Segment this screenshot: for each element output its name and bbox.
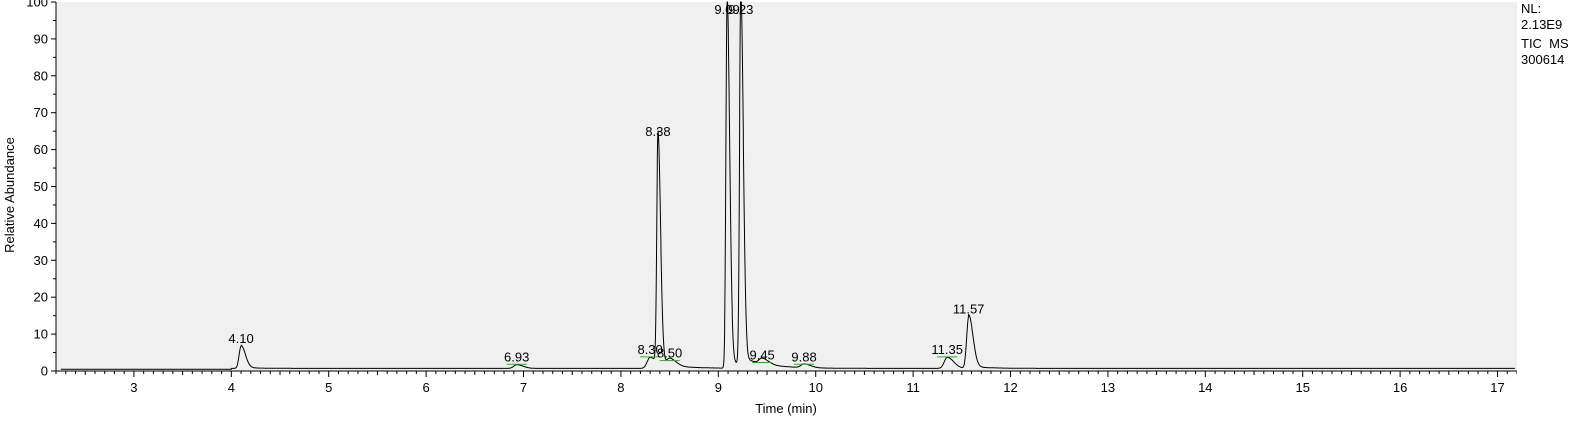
x-tick-label: 5 (325, 380, 332, 395)
y-tick-label: 50 (34, 179, 48, 194)
trace-type: TIC MS (1521, 36, 1569, 51)
peak-label: 9.23 (728, 2, 753, 17)
x-tick-label: 7 (520, 380, 527, 395)
x-tick-label: 17 (1490, 380, 1504, 395)
x-tick-label: 10 (808, 380, 822, 395)
peak-label: 9.45 (749, 347, 774, 362)
x-tick-label: 4 (228, 380, 235, 395)
y-tick-label: 60 (34, 142, 48, 157)
y-tick-label: 90 (34, 31, 48, 46)
y-tick-label: 70 (34, 105, 48, 120)
x-tick-label: 9 (715, 380, 722, 395)
peak-label: 9.88 (791, 349, 816, 364)
x-tick-label: 13 (1101, 380, 1115, 395)
peak-label: 9.09 (714, 2, 739, 17)
trace-layer (60, 1, 1515, 370)
peak-label: 4.10 (228, 331, 253, 346)
x-tick-label: 6 (423, 380, 430, 395)
y-tick-label: 0 (41, 364, 48, 379)
x-tick-label: 8 (617, 380, 624, 395)
nl-value: 2.13E9 (1521, 17, 1563, 32)
peak-label: 11.35 (931, 342, 963, 357)
peak-label: 11.57 (953, 301, 985, 316)
x-tick-label: 14 (1198, 380, 1212, 395)
tic-trace-line (60, 1, 1515, 370)
x-tick-label: 11 (906, 380, 920, 395)
axes: 0 10 20 30 40 50 60 70 80 90 100 3 4 5 6 7 8 9 10 11 12 13 14 1… (26, 0, 1518, 395)
x-tick-label: 3 (130, 380, 137, 395)
x-tick-label: 15 (1295, 380, 1309, 395)
y-tick-label: 20 (34, 290, 48, 305)
peak-labels: 4.10 6.93 8.30 8.38 8.50 9.099.23 9.45 9.88 11.3… (228, 2, 985, 365)
plot-area (56, 2, 1517, 371)
y-tick-label: 80 (34, 68, 48, 83)
x-tick-label: 12 (1003, 380, 1017, 395)
peak-label: 8.38 (645, 124, 670, 139)
x-tick-label: 16 (1393, 380, 1407, 395)
y-tick-label: 40 (34, 216, 48, 231)
peak-label: 6.93 (504, 349, 529, 364)
x-axis-label: Time (min) (755, 401, 817, 416)
y-tick-label: 10 (34, 327, 48, 342)
nl-label: NL: (1521, 1, 1542, 16)
peak-label: 8.30 (637, 342, 662, 357)
y-tick-label: 30 (34, 253, 48, 268)
y-axis-label: Relative Abundance (2, 137, 17, 253)
peak-label: 8.50 (657, 346, 682, 361)
chart-svg: 0 10 20 30 40 50 60 70 80 90 100 3 4 5 6 7 8 9 10 11 12 13 14 1… (2, 0, 1518, 416)
sample-id: 300614 (1521, 52, 1565, 67)
y-tick-label: 100 (26, 0, 48, 10)
